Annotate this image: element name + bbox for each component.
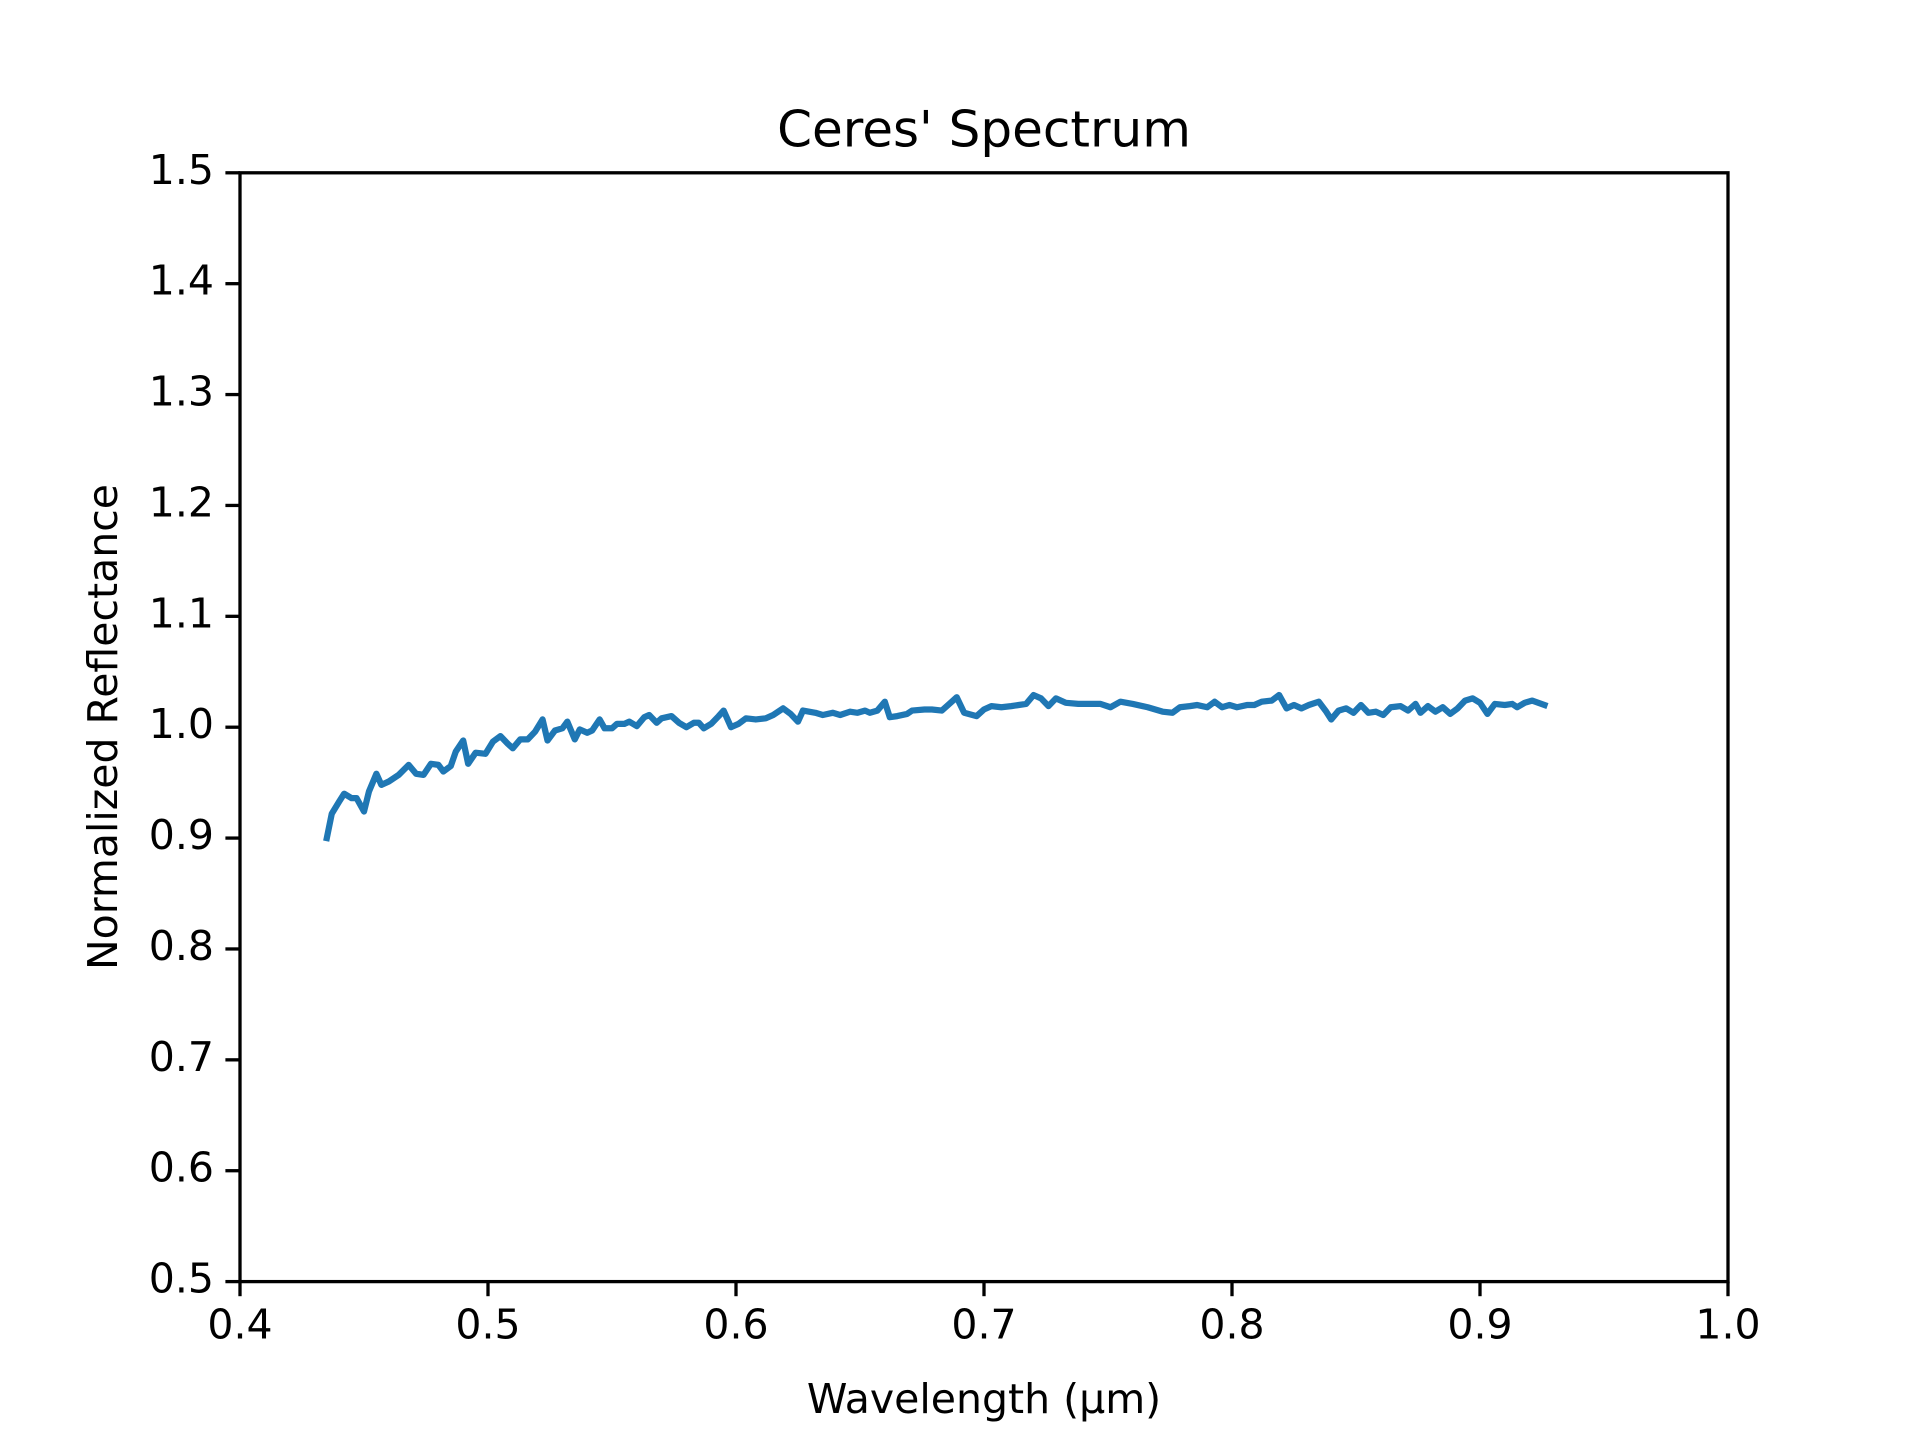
x-tick-label: 0.9 xyxy=(1447,1301,1512,1349)
plot-frame xyxy=(238,171,1730,1284)
data-line xyxy=(323,691,1549,842)
y-tick-label: 1.2 xyxy=(149,478,214,526)
y-axis-label: Normalized Reflectance xyxy=(79,484,127,970)
x-tick-label: 0.7 xyxy=(951,1301,1016,1349)
y-tick-label: 1.0 xyxy=(149,700,214,748)
y-tick-label: 1.3 xyxy=(149,368,214,416)
y-tick-label: 0.6 xyxy=(149,1144,214,1192)
x-tick-label: 0.6 xyxy=(703,1301,768,1349)
y-tick-label: 1.4 xyxy=(149,257,214,305)
y-tick-label: 1.5 xyxy=(149,146,214,194)
x-tick-label: 0.5 xyxy=(455,1301,520,1349)
chart-title: Ceres' Spectrum xyxy=(777,101,1191,159)
y-tick-label: 0.9 xyxy=(149,811,214,859)
y-tick-label: 1.1 xyxy=(149,589,214,637)
y-tick-label: 0.7 xyxy=(149,1033,214,1081)
x-tick-label: 0.4 xyxy=(207,1301,272,1349)
x-tick-label: 1.0 xyxy=(1695,1301,1760,1349)
x-tick-label: 0.8 xyxy=(1199,1301,1264,1349)
x-axis-label: Wavelength (µm) xyxy=(807,1375,1161,1423)
y-tick-label: 0.8 xyxy=(149,922,214,970)
y-tick-label: 0.5 xyxy=(149,1255,214,1303)
